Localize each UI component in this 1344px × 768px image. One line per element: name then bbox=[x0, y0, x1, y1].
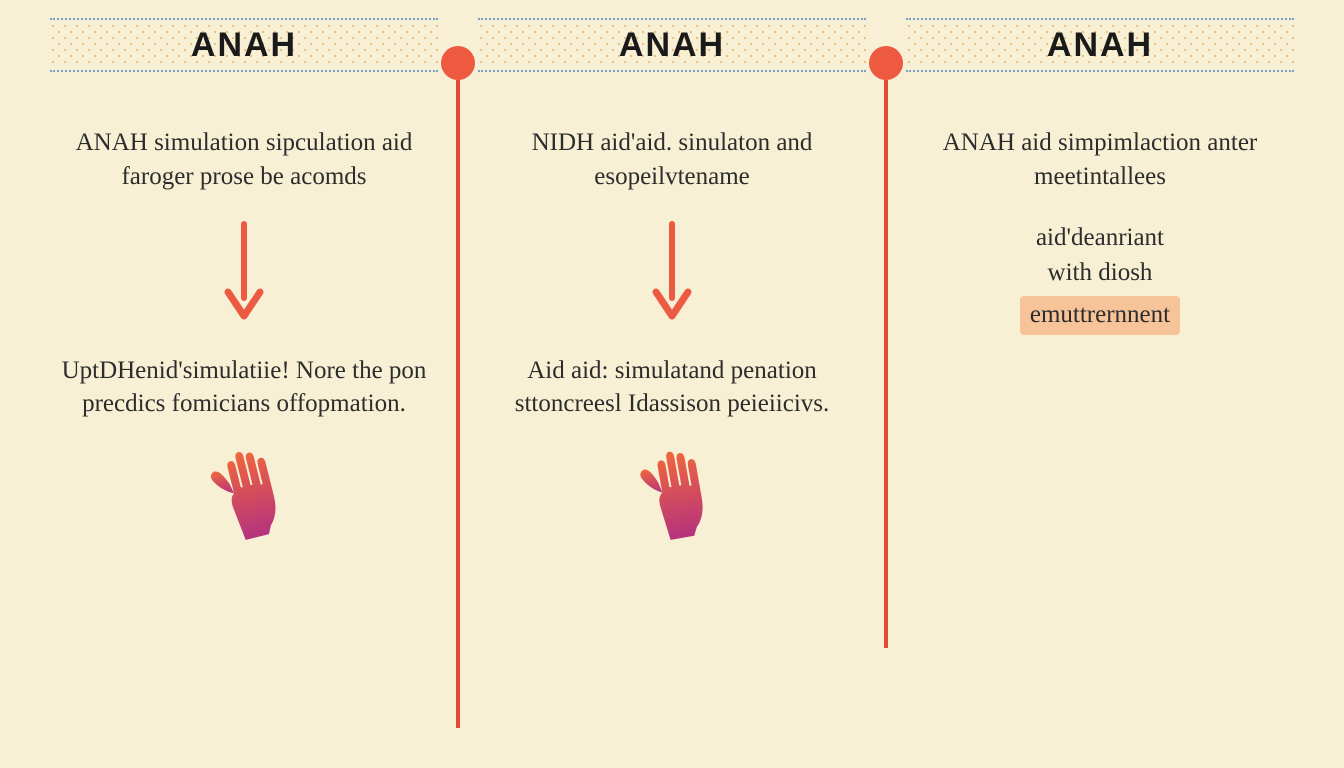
column-3-highlight: emuttrernnent bbox=[1020, 296, 1180, 335]
column-3-sub-text: aid'deanriant with diosh emuttrernnent bbox=[1020, 220, 1180, 335]
column-1-bottom-text: UptDHenid'simulatiie! Nore the pon precd… bbox=[50, 354, 438, 422]
column-2: ANAH NIDH aid'aid. sinulaton and esopeil… bbox=[458, 18, 886, 768]
infographic-root: ANAH ANAH simulation sipculation aid far… bbox=[0, 0, 1344, 768]
column-3-banner: ANAH bbox=[906, 18, 1294, 72]
column-2-header: ANAH bbox=[619, 26, 725, 65]
column-3: ANAH ANAH aid simpimlaction anter meetin… bbox=[886, 18, 1314, 768]
column-1: ANAH ANAH simulation sipculation aid far… bbox=[30, 18, 458, 768]
column-1-header: ANAH bbox=[191, 26, 297, 65]
separator-1-dot bbox=[441, 46, 475, 80]
column-1-banner: ANAH bbox=[50, 18, 438, 72]
column-2-arrow bbox=[650, 220, 694, 330]
column-2-banner: ANAH bbox=[478, 18, 866, 72]
separator-2-dot bbox=[869, 46, 903, 80]
column-3-sub-line-1: aid'deanriant bbox=[1020, 220, 1180, 255]
column-3-sub-line-2: with diosh bbox=[1020, 255, 1180, 290]
column-1-top-text: ANAH simulation sipculation aid faroger … bbox=[50, 126, 438, 194]
column-3-top-text: ANAH aid simpimlaction anter meetintalle… bbox=[906, 126, 1294, 194]
column-1-hand-icon bbox=[205, 451, 283, 541]
column-2-top-text: NIDH aid'aid. sinulaton and esopeilvtena… bbox=[478, 126, 866, 194]
column-1-arrow bbox=[222, 220, 266, 330]
column-3-header: ANAH bbox=[1047, 26, 1153, 65]
column-2-hand-icon bbox=[633, 451, 711, 541]
column-2-bottom-text: Aid aid: simulatand penation sttoncreesl… bbox=[478, 354, 866, 422]
